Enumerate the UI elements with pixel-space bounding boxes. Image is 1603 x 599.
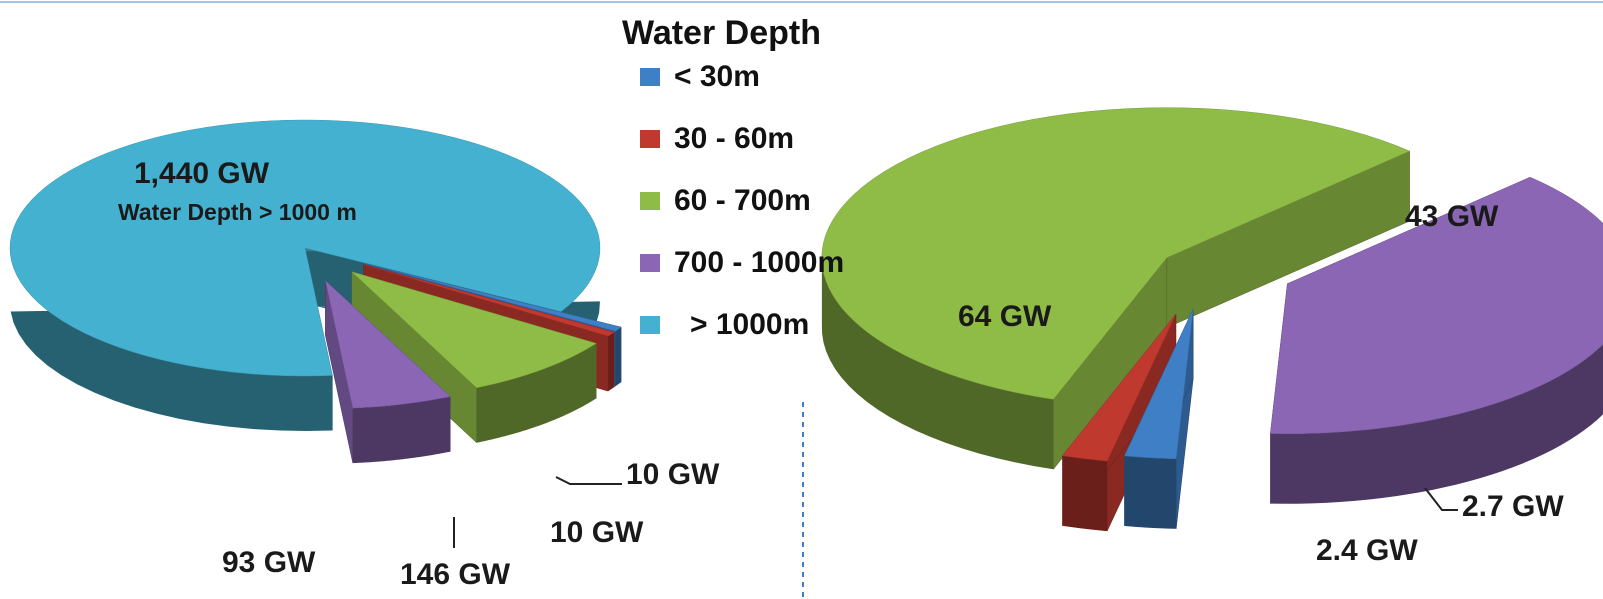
- pie-slice-700-1000m: [325, 279, 451, 464]
- legend-label-lt-30m: < 30m: [674, 60, 760, 93]
- legend-label-60-700m: 60 - 700m: [674, 184, 811, 217]
- data-label-700-1000m: 93 GW: [222, 546, 316, 579]
- pie-slice-700-1000m: [1270, 176, 1603, 504]
- data-label-right-30-60m: 2.4 GW: [1316, 534, 1418, 567]
- legend-label-700-1000m: 700 - 1000m: [674, 246, 844, 279]
- data-label-right-60-700m: 64 GW: [958, 300, 1052, 333]
- data-label-lt-30m: 10 GW: [626, 458, 720, 491]
- legend: Water Depth < 30m 30 - 60m 60 - 700m 700 - …: [622, 14, 844, 341]
- leader-line-lt-30m: [555, 476, 622, 485]
- legend-title: Water Depth: [622, 14, 821, 52]
- legend-swatch-60-700m: [640, 192, 660, 210]
- pie-chart-left: [9, 119, 622, 464]
- legend-label-30-60m: 30 - 60m: [674, 122, 794, 155]
- leader-line-right-lt-30m: [1424, 487, 1458, 511]
- pie-slice-lt-30m: [1124, 308, 1194, 529]
- legend-label-gt-1000m: > 1000m: [690, 308, 809, 341]
- pie-slice-60-700m: [821, 107, 1411, 471]
- annotation-water-depth: Water Depth > 1000 m: [118, 199, 357, 225]
- data-label-gt-1000m: 1,440 GW: [134, 157, 270, 190]
- legend-swatch-gt-1000m: [640, 316, 660, 334]
- data-label-30-60m: 10 GW: [550, 516, 644, 549]
- data-label-60-700m: 146 GW: [400, 558, 511, 591]
- data-label-right-lt-30m: 2.7 GW: [1462, 490, 1564, 523]
- pie-chart-right: [821, 107, 1603, 532]
- legend-swatch-30-60m: [640, 130, 660, 148]
- legend-swatch-700-1000m: [640, 254, 660, 272]
- legend-swatch-lt-30m: [640, 68, 660, 86]
- data-label-right-700-1000m: 43 GW: [1405, 200, 1499, 233]
